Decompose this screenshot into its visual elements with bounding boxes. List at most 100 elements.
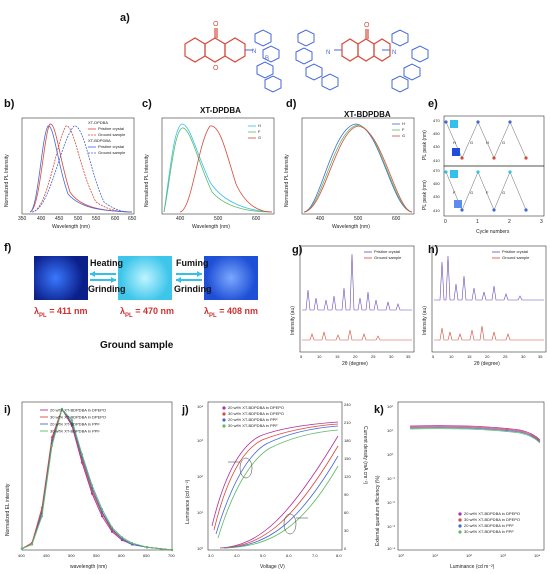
legend-item: 20 wt% XT-BDPDBA in DPEPO <box>464 511 520 516</box>
legend-item: Ground sample <box>502 255 530 260</box>
state-letter: H <box>486 140 489 145</box>
legend-item: H <box>402 121 405 126</box>
panel-label-g: g) <box>292 244 303 256</box>
cycle-markers-top <box>444 120 528 160</box>
x-tick: 350 <box>18 216 27 222</box>
y-tick-right: 30 <box>344 528 349 533</box>
x-tick: 5 <box>432 354 435 359</box>
panel-label-j: j) <box>182 404 189 416</box>
legend: 20 wt% XT-BDPDBA in DPEPO 30 wt% XT-BDPD… <box>458 511 520 534</box>
series-line <box>31 125 133 213</box>
legend-marker <box>222 418 226 422</box>
legend-item: G <box>402 133 405 138</box>
luminance-curve <box>211 421 339 527</box>
eqe-curve <box>409 427 541 443</box>
eqe-curve <box>409 425 541 441</box>
legend-item: 30 wt% XT-BDPDBA in PPF <box>464 529 514 534</box>
panel-label-b: b) <box>4 98 15 110</box>
cycle-markers-bottom <box>444 170 528 212</box>
curve-group-marker <box>239 457 253 479</box>
x-tick: 600 <box>392 216 401 222</box>
data-point <box>508 170 512 174</box>
x-tick: 500 <box>68 553 75 558</box>
y-tick: 10¹ <box>387 428 393 433</box>
legend-item: 30 wt% XT-BDPDBA in DPEPO <box>228 411 284 416</box>
y-tick: 430 <box>433 144 440 149</box>
x-tick: 500 <box>214 216 223 222</box>
x-tick: 15 <box>467 354 472 359</box>
panel-label-a: a) <box>120 12 130 24</box>
data-point <box>492 208 496 212</box>
y-axis-label: Normalized PL Intensity <box>144 154 150 207</box>
x-tick: 10⁴ <box>534 553 540 558</box>
current-density-curve <box>221 445 339 549</box>
data-point <box>30 543 34 546</box>
sample-photo-thumb <box>450 120 458 128</box>
panel-label-f: f) <box>4 242 12 254</box>
y-axis-label: Intensity (au) <box>422 306 428 335</box>
legend-item: Pristine crystal <box>98 144 124 149</box>
x-tick: 400 <box>176 216 185 222</box>
x-tick: 20 <box>485 354 490 359</box>
eqe-curve <box>409 426 541 442</box>
xrd-pattern-pristine <box>434 255 544 301</box>
data-point <box>476 170 480 174</box>
series-line <box>29 125 133 213</box>
series-line <box>163 127 273 213</box>
panel-label-e: e) <box>428 98 438 110</box>
eqe-curve <box>409 428 541 444</box>
legend-item: Pristine crystal <box>374 249 400 254</box>
chart-panel-j: Luminance (cd m⁻²) Current density (mA c… <box>185 401 368 570</box>
y-tick: 10⁻² <box>387 500 396 505</box>
x-tick: 3 <box>540 219 543 225</box>
plot-frame <box>397 401 545 551</box>
lambda-label-2: λPL = 470 nm <box>120 306 174 319</box>
series-line <box>303 123 413 213</box>
series-line <box>303 125 413 213</box>
x-tick: 1 <box>476 219 479 225</box>
legend-item: F <box>402 127 405 132</box>
sample-photo-thumb <box>454 200 462 208</box>
y-tick: 430 <box>433 194 440 199</box>
x-tick: 30 <box>521 354 526 359</box>
fuming-label: Fuming <box>176 258 209 268</box>
x-tick: 10² <box>466 553 472 558</box>
legend-item: H <box>258 123 261 128</box>
sample-photo-thumb <box>452 148 460 156</box>
molecule-structure-1: O O N B <box>184 21 282 93</box>
data-point <box>492 156 496 160</box>
legend-item: 20 wt% XT-BDPDBA in PPF <box>228 417 278 422</box>
x-tick: 700 <box>168 553 175 558</box>
state-letter: F <box>486 190 489 195</box>
data-point <box>50 436 54 439</box>
panel-label-i: i) <box>4 404 11 416</box>
chart-panel-h: Intensity (au) 2θ (degree) 5 10 15 20 25… <box>422 245 547 367</box>
y-tick-right: 180 <box>344 438 351 443</box>
x-tick: 5 <box>300 354 303 359</box>
svg-text:N: N <box>326 50 330 56</box>
x-tick: 500 <box>354 216 363 222</box>
svg-text:O: O <box>213 65 219 72</box>
luminance-curve <box>217 429 339 539</box>
x-axis-label: Voltage (V) <box>260 564 285 570</box>
y-tick: 10⁻³ <box>387 524 396 529</box>
luminance-curve <box>215 425 339 535</box>
svg-text:O: O <box>364 22 370 29</box>
heating-label: Heating <box>90 258 124 268</box>
data-point <box>60 407 64 411</box>
legend-marker <box>222 406 226 410</box>
x-tick: 5.0 <box>260 553 266 558</box>
grinding-label-1: Grinding <box>88 284 126 294</box>
x-tick: 400 <box>37 216 46 222</box>
data-point <box>110 526 114 529</box>
x-tick: 25 <box>371 354 376 359</box>
data-point <box>145 546 149 549</box>
y-tick-left: 10¹ <box>197 510 203 515</box>
y-axis-label-top: PL peak (nm) <box>422 130 428 160</box>
data-point <box>130 541 134 545</box>
legend-item: 30 wt% XT-BDPDBA in DPEPO <box>464 517 520 522</box>
x-axis-label: Luminance (cd m⁻²) <box>450 564 495 570</box>
legend-item: 20 wt% XT-BDPDBA in PPF <box>464 523 514 528</box>
x-tick: 7.0 <box>312 553 318 558</box>
x-tick: 10³ <box>500 553 506 558</box>
